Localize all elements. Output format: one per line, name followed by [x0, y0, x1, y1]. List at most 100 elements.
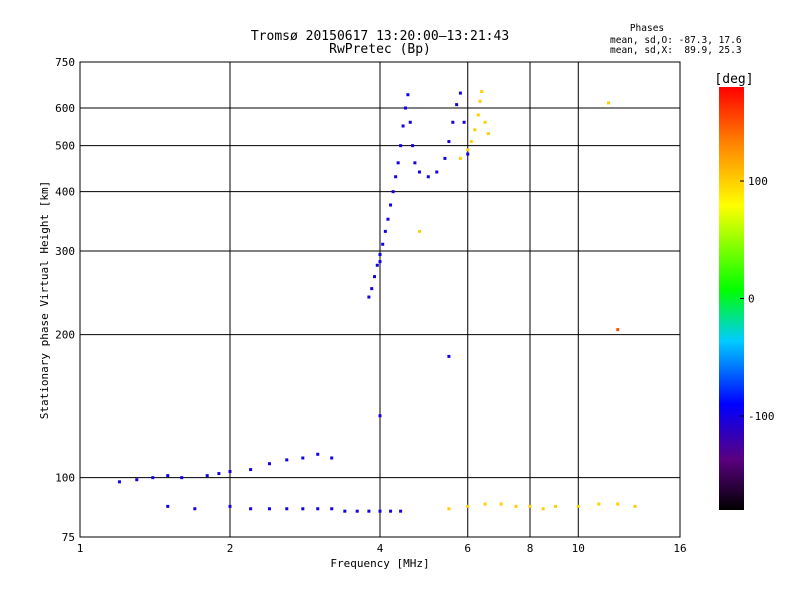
data-point — [378, 252, 382, 256]
data-point — [217, 472, 221, 476]
x-tick-label: 6 — [464, 542, 471, 555]
data-point — [378, 509, 382, 513]
data-point — [408, 120, 412, 124]
data-point — [205, 474, 209, 478]
data-point — [151, 476, 155, 480]
colorbar-tick-label: 100 — [748, 175, 768, 188]
data-point — [478, 99, 482, 103]
y-tick-label: 100 — [55, 472, 75, 485]
data-point — [451, 120, 455, 124]
grid — [80, 62, 680, 537]
data-point — [443, 156, 447, 160]
plot-frame — [79, 61, 681, 538]
colorbar-tick-label: 0 — [748, 293, 755, 306]
data-point — [483, 502, 487, 506]
x-tick-label: 8 — [527, 542, 534, 555]
info-box-line-o: mean, sd,O: -87.3, 17.6 — [610, 35, 742, 46]
data-point — [576, 504, 580, 508]
chart-title: Tromsø 20150617 13:20:00–13:21:43 — [251, 29, 509, 44]
data-point — [473, 128, 477, 132]
data-point — [462, 120, 466, 124]
data-point — [383, 229, 387, 233]
data-point — [417, 170, 421, 174]
data-point — [403, 106, 407, 110]
data-point — [249, 507, 253, 511]
data-point — [455, 103, 459, 107]
data-point — [483, 120, 487, 124]
data-point — [166, 504, 170, 508]
data-point — [301, 456, 305, 460]
data-point — [389, 509, 393, 513]
chart-subtitle: RwPretec (Bp) — [329, 42, 431, 57]
data-point — [616, 502, 620, 506]
data-point — [597, 502, 601, 506]
colorbar — [719, 87, 744, 510]
data-point — [480, 90, 484, 94]
colorbar-tick-label: -100 — [748, 410, 775, 423]
y-axis-ticks: 75 100 200 300 400 500 600 750 — [55, 56, 75, 544]
data-point — [426, 175, 430, 179]
data-point — [406, 93, 410, 97]
data-point — [447, 507, 451, 511]
data-point — [373, 275, 377, 279]
data-point — [330, 507, 334, 511]
data-point — [399, 144, 403, 148]
data-point — [391, 190, 395, 194]
data-point — [528, 504, 532, 508]
colorbar-label: [deg] — [714, 72, 753, 87]
data-points — [117, 90, 637, 513]
y-tick-label: 75 — [62, 531, 75, 544]
x-tick-label: 10 — [572, 542, 585, 555]
data-point — [228, 470, 232, 474]
data-point — [267, 462, 271, 466]
data-point — [499, 502, 503, 506]
data-point — [476, 113, 480, 117]
data-point — [607, 101, 611, 105]
x-tick-label: 1 — [77, 542, 84, 555]
data-point — [249, 468, 253, 472]
data-point — [417, 229, 421, 233]
data-point — [411, 144, 415, 148]
data-point — [316, 507, 320, 511]
data-point — [355, 509, 359, 513]
y-axis-label: Stationary phase Virtual Height [km] — [38, 181, 51, 419]
data-point — [447, 140, 451, 144]
data-point — [381, 242, 385, 246]
info-box-title: Phases — [630, 23, 664, 34]
data-point — [458, 91, 462, 95]
data-point — [413, 161, 417, 165]
data-point — [396, 161, 400, 165]
data-point — [135, 478, 139, 482]
data-point — [316, 452, 320, 456]
data-point — [343, 509, 347, 513]
y-tick-label: 500 — [55, 140, 75, 153]
data-point — [285, 507, 289, 511]
data-point — [466, 148, 470, 152]
y-tick-label: 200 — [55, 329, 75, 342]
data-point — [267, 507, 271, 511]
x-tick-label: 16 — [673, 542, 686, 555]
data-point — [486, 132, 490, 136]
data-point — [469, 140, 473, 144]
data-point — [466, 152, 470, 156]
x-tick-label: 4 — [377, 542, 384, 555]
x-axis-ticks: 1 2 4 6 8 10 16 — [77, 542, 687, 555]
data-point — [370, 287, 374, 291]
data-point — [466, 504, 470, 508]
data-point — [193, 507, 197, 511]
data-point — [301, 507, 305, 511]
data-point — [553, 504, 557, 508]
info-box-line-x: mean, sd,X: 89.9, 25.3 — [610, 45, 742, 56]
y-tick-label: 300 — [55, 245, 75, 258]
data-point — [285, 458, 289, 462]
data-point — [330, 456, 334, 460]
data-point — [367, 295, 371, 299]
data-point — [375, 263, 379, 267]
data-point — [180, 476, 184, 480]
data-point — [616, 328, 620, 332]
data-point — [378, 260, 382, 264]
data-point — [541, 507, 545, 511]
data-point — [399, 509, 403, 513]
data-point — [633, 504, 637, 508]
